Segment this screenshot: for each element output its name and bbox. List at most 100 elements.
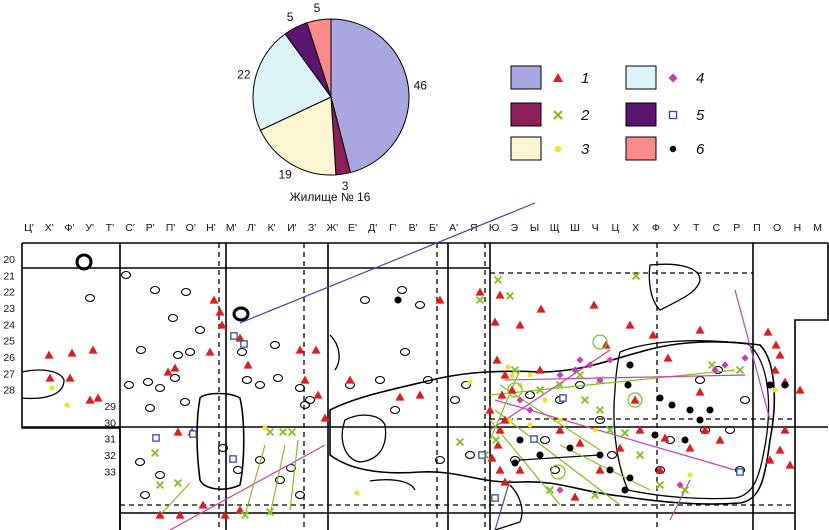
pie-value-label: 19 — [279, 167, 293, 181]
refit-line — [669, 479, 691, 521]
triangle-marker — [775, 350, 785, 359]
posthole — [549, 465, 561, 475]
triangle-marker — [589, 300, 599, 309]
cross-marker — [553, 110, 563, 120]
row-label: 26 — [3, 352, 15, 364]
triangle-marker — [500, 370, 510, 379]
posthole — [359, 295, 371, 305]
refit-line — [239, 202, 536, 324]
pit-outline — [21, 369, 65, 400]
posthole — [139, 490, 151, 500]
row-label: 31 — [104, 434, 116, 446]
row-label: 21 — [3, 270, 15, 282]
dot-marker — [592, 427, 598, 433]
legend-swatch — [625, 65, 657, 90]
triangle-marker — [780, 425, 790, 434]
cross-marker — [493, 275, 503, 285]
cross-marker — [505, 291, 515, 301]
diamond-marker — [676, 481, 684, 489]
pie-chart: 46 3 19 22 5 5 — [237, 1, 427, 193]
triangle-marker — [215, 307, 225, 316]
column-label: О' — [186, 222, 196, 234]
posthole — [464, 450, 476, 460]
posthole — [414, 300, 426, 310]
find-markers — [44, 271, 805, 520]
dot-marker — [511, 459, 519, 467]
triangle-marker — [155, 510, 165, 519]
pie-slice-6 — [306, 18, 332, 98]
triangle-marker — [795, 385, 805, 394]
column-label: Э — [511, 222, 519, 234]
triangle-marker — [500, 477, 510, 486]
row-label: 20 — [3, 254, 15, 266]
highlight-ring — [507, 382, 523, 398]
diamond-marker — [576, 356, 584, 364]
cross-marker — [735, 365, 745, 375]
refit-line — [494, 479, 511, 530]
column-labels: Ц' Х' Ф' У' Т' С' Р' П' О' Н' М' Л' К' И' З' Ж' Е' Д' Г' В'… — [24, 222, 822, 234]
column-label: Т — [693, 222, 700, 234]
square-marker — [559, 394, 567, 402]
triangle-marker — [243, 360, 253, 369]
cross-marker — [265, 507, 275, 517]
legend-item-3: 3 — [510, 136, 590, 161]
dot-marker — [626, 474, 634, 482]
diamond-marker — [516, 396, 524, 404]
triangle-marker — [220, 510, 230, 519]
triangle-marker — [175, 510, 185, 519]
dot-marker — [686, 406, 694, 414]
cross-marker — [535, 385, 545, 395]
square-marker — [240, 340, 248, 348]
row-label: 22 — [3, 287, 15, 299]
row-label: 25 — [3, 336, 15, 348]
pit-outlines — [21, 253, 776, 530]
triangle-marker — [65, 373, 75, 382]
dot-marker — [668, 401, 676, 409]
triangle-marker — [67, 348, 77, 357]
posthole — [217, 443, 229, 453]
cross-marker — [555, 380, 565, 390]
triangle-marker — [93, 393, 103, 402]
dot-marker — [527, 372, 533, 378]
dot-marker — [651, 431, 659, 439]
posthole — [232, 465, 244, 475]
cross-marker — [580, 395, 590, 405]
triangle-marker — [615, 443, 625, 452]
posthole — [172, 350, 184, 360]
cross-marker — [595, 405, 605, 415]
posthole — [294, 490, 306, 500]
posthole — [272, 373, 284, 383]
column-label: П' — [166, 222, 176, 234]
triangle-marker — [435, 295, 445, 304]
column-label: Ч — [592, 222, 599, 234]
cross-marker — [491, 435, 501, 445]
posthole — [399, 347, 411, 357]
dot-marker — [669, 145, 677, 153]
cross-marker — [155, 480, 165, 490]
dot-marker — [624, 381, 632, 389]
dot-marker — [527, 422, 533, 428]
pit-outline — [648, 263, 701, 311]
posthole — [84, 293, 96, 303]
posthole — [149, 285, 161, 295]
triangle-marker — [770, 365, 780, 374]
dot-marker — [536, 451, 544, 459]
dot-marker — [696, 416, 704, 424]
legend-swatch — [510, 102, 542, 127]
posthole — [724, 425, 736, 435]
cross-marker — [240, 510, 250, 520]
square-marker — [229, 455, 237, 463]
triangle-marker — [300, 375, 310, 384]
triangle-marker — [345, 375, 355, 384]
posthole — [694, 375, 706, 385]
posthole — [274, 475, 286, 485]
highlight-ring — [592, 334, 608, 350]
dot-marker — [781, 381, 789, 389]
cross-marker — [173, 478, 183, 488]
column-label: З' — [308, 222, 316, 234]
refit-line — [499, 384, 601, 451]
refit-lines — [159, 202, 771, 530]
triangle-marker — [415, 390, 425, 399]
column-label: Ж' — [326, 222, 338, 234]
pit-ring — [232, 306, 250, 322]
